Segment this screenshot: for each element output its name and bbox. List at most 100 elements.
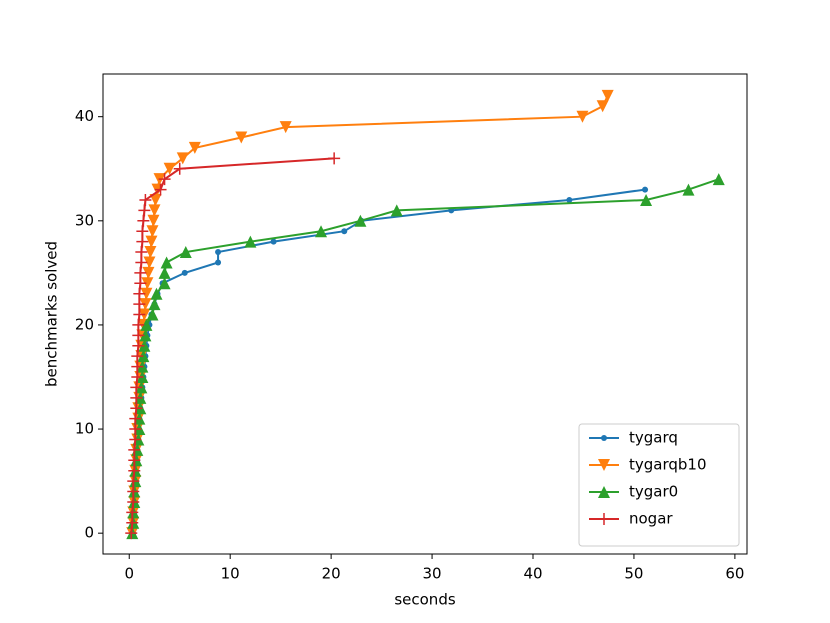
- y-tick-label: 10: [75, 420, 94, 438]
- y-axis-label: benchmarks solved: [43, 241, 61, 387]
- marker: [682, 183, 695, 196]
- x-tick-label: 10: [221, 565, 240, 583]
- marker: [598, 486, 610, 498]
- marker: [129, 412, 142, 425]
- marker: [158, 277, 171, 290]
- y-tick-label: 30: [75, 211, 94, 229]
- marker: [142, 266, 155, 279]
- marker: [132, 318, 145, 331]
- marker: [125, 527, 138, 540]
- marker: [135, 256, 148, 269]
- marker: [315, 225, 328, 238]
- marker: [279, 121, 292, 134]
- marker: [134, 277, 147, 290]
- marker: [130, 402, 143, 415]
- marker: [128, 454, 141, 467]
- legend-label: tygarqb10: [629, 456, 707, 474]
- marker: [133, 308, 146, 321]
- marker: [576, 110, 589, 123]
- marker: [173, 162, 186, 175]
- marker: [147, 214, 160, 227]
- legend-label: tygar0: [629, 483, 678, 501]
- marker: [601, 89, 614, 102]
- series-line: [131, 95, 609, 534]
- marker: [150, 287, 163, 300]
- marker: [235, 131, 248, 144]
- marker: [132, 339, 145, 352]
- marker: [148, 298, 161, 311]
- marker: [181, 269, 188, 276]
- marker: [160, 256, 173, 269]
- marker: [129, 433, 142, 446]
- marker: [139, 193, 152, 206]
- marker: [134, 266, 147, 279]
- marker: [145, 235, 158, 248]
- marker: [154, 183, 167, 196]
- marker: [129, 423, 142, 436]
- marker: [143, 256, 156, 269]
- marker: [127, 475, 140, 488]
- marker: [328, 152, 341, 165]
- marker: [133, 287, 146, 300]
- marker: [244, 235, 257, 248]
- marker: [126, 506, 139, 519]
- marker: [138, 339, 151, 352]
- legend: tygarq tygarqb10 tygar0 nogar: [578, 423, 740, 547]
- x-tick-label: 30: [423, 565, 442, 583]
- marker: [149, 193, 162, 206]
- marker: [135, 246, 148, 259]
- marker: [138, 204, 151, 217]
- marker: [598, 513, 610, 525]
- marker: [137, 350, 150, 363]
- legend-label: nogar: [629, 510, 673, 528]
- marker: [137, 214, 150, 227]
- marker: [642, 186, 649, 193]
- legend-label: tygarq: [629, 429, 678, 447]
- legend-box: [578, 423, 740, 547]
- x-axis-label: seconds: [394, 591, 455, 609]
- marker: [140, 318, 153, 331]
- x-tick-label: 60: [725, 565, 744, 583]
- y-tick-label: 40: [75, 107, 94, 125]
- x-tick-label: 20: [322, 565, 341, 583]
- y-tick-label: 20: [75, 315, 94, 333]
- marker: [158, 266, 171, 279]
- marker: [131, 370, 144, 383]
- marker: [163, 162, 176, 175]
- marker: [126, 516, 139, 529]
- marker: [596, 100, 609, 113]
- y-tick-label: 0: [84, 524, 94, 542]
- x-tick-label: 40: [523, 565, 542, 583]
- marker: [390, 204, 403, 217]
- marker: [128, 443, 141, 456]
- marker: [127, 485, 140, 498]
- marker: [270, 238, 277, 245]
- marker: [158, 173, 171, 186]
- marker: [144, 246, 157, 259]
- marker: [598, 459, 610, 471]
- marker: [128, 464, 141, 477]
- marker: [146, 225, 159, 238]
- marker: [640, 193, 653, 206]
- marker: [136, 235, 149, 248]
- marker: [141, 277, 154, 290]
- marker: [140, 287, 153, 300]
- marker: [148, 204, 161, 217]
- marker: [188, 141, 201, 154]
- marker: [566, 196, 573, 203]
- plot-frame: [102, 73, 748, 555]
- marker: [176, 152, 189, 165]
- marker: [712, 173, 725, 186]
- x-tick-label: 50: [624, 565, 643, 583]
- marker: [136, 225, 149, 238]
- marker: [179, 246, 192, 259]
- marker: [131, 350, 144, 363]
- series-line: [132, 188, 646, 534]
- marker: [601, 435, 607, 441]
- marker: [131, 360, 144, 373]
- marker: [139, 298, 152, 311]
- marker: [146, 308, 159, 321]
- marker: [341, 228, 348, 235]
- x-tick-label: 0: [124, 565, 134, 583]
